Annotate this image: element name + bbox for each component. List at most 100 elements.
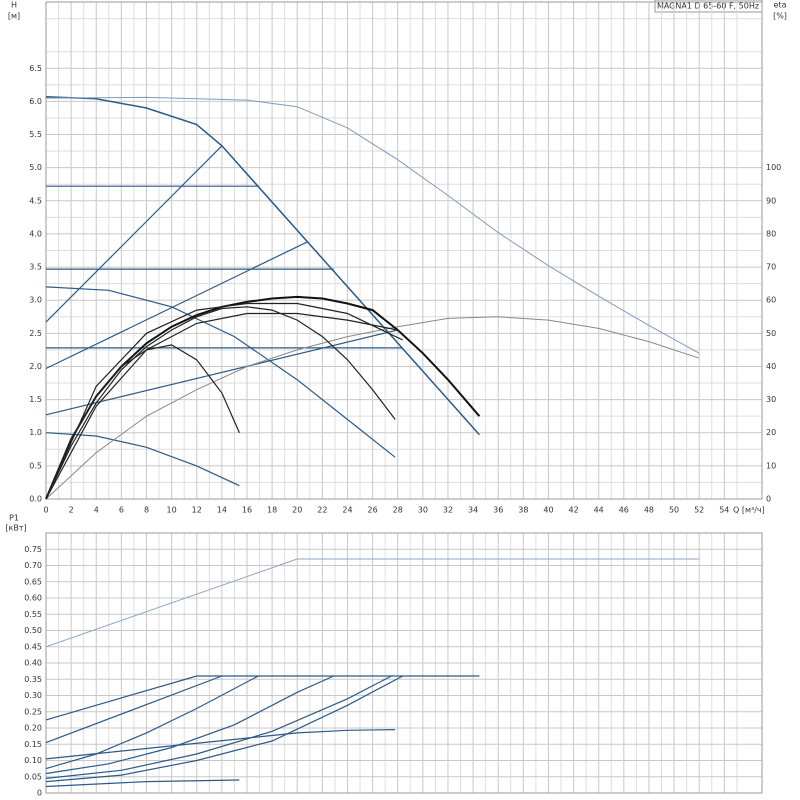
y-tick-label: 0.30 [24,691,42,700]
x-tick-label: 44 [594,506,604,515]
y2-tick-label: 80 [766,229,776,238]
curve [45,96,480,436]
y2-tick-label: 90 [766,196,776,205]
y-tick-label: 4.5 [29,196,42,205]
curve [45,295,481,500]
x-tick-label: 34 [468,506,478,515]
y-tick-label: 0.40 [24,659,42,668]
x-tick-label: 8 [144,506,149,515]
y-axis-unit: [м] [8,12,20,21]
x-tick-label: 2 [69,506,74,515]
x-tick-label: 38 [518,506,528,515]
x-tick-label: 14 [217,506,227,515]
y-tick-label: 0.50 [24,626,42,635]
y-axis-unit: [кВт] [5,524,26,533]
x-tick-label: 46 [619,506,629,515]
curve [45,675,259,770]
x-axis-label: Q [м³/ч] [733,506,765,515]
y-tick-label: 3.5 [29,263,42,272]
y-tick-label: 6.5 [29,64,42,73]
x-tick-label: 22 [317,506,327,515]
y-tick-label: 0.45 [24,642,42,651]
curve [45,145,223,323]
x-tick-label: 52 [694,506,704,515]
y-tick-label: 0.55 [24,610,42,619]
x-tick-label: 36 [493,506,503,515]
curve [45,675,480,721]
y2-axis-unit: [%] [773,12,787,21]
y2-tick-label: 0 [766,495,771,504]
y-axis-label: P1 [9,514,19,523]
x-tick-label: 4 [94,506,99,515]
y-tick-label: 5.5 [29,130,42,139]
curve [45,675,334,775]
y-tick-label: 0.5 [29,461,42,470]
x-tick-label: 54 [719,506,729,515]
y-tick-label: 0.10 [24,756,42,765]
x-tick-label: 40 [543,506,553,515]
y-tick-label: 0.65 [24,577,42,586]
curve [45,344,240,500]
y-tick-label: 0.60 [24,594,42,603]
y2-tick-label: 10 [766,461,776,470]
curve [45,96,700,354]
y-tick-label: 4.0 [29,229,42,238]
y-tick-label: 2.0 [29,362,42,371]
x-tick-label: 50 [669,506,679,515]
y-axis-label: H [11,1,17,10]
x-tick-label: 6 [119,506,124,515]
curve [45,675,223,744]
y-tick-label: 2.5 [29,329,42,338]
plot-frame [45,532,763,794]
y-tick-label: 0.25 [24,707,42,716]
x-tick-label: 0 [43,506,48,515]
curve [45,675,403,783]
y-tick-label: 6.0 [29,97,42,106]
y-tick-label: 3.0 [29,296,42,305]
curve [45,306,396,500]
x-tick-label: 28 [393,506,403,515]
x-tick-label: 42 [568,506,578,515]
curve [45,558,700,648]
y-tick-label: 1.5 [29,395,42,404]
y2-tick-label: 30 [766,395,776,404]
y2-tick-label: 20 [766,428,776,437]
y-tick-label: 5.0 [29,163,42,172]
x-tick-label: 30 [418,506,428,515]
curve [45,316,700,500]
curve [45,432,240,487]
x-tick-label: 16 [242,506,252,515]
curve [45,729,396,760]
y-tick-label: 0.0 [29,495,42,504]
plot-frame [45,1,763,500]
y-tick-label: 1.0 [29,428,42,437]
y2-tick-label: 70 [766,263,776,272]
x-tick-label: 26 [368,506,378,515]
chart-title: MAGNA1 D 65-60 F, 50Hz [657,2,759,11]
y2-tick-label: 100 [766,163,781,172]
y2-tick-label: 40 [766,362,776,371]
y-tick-label: 0.75 [24,545,42,554]
x-tick-label: 32 [443,506,453,515]
curve [45,329,398,416]
y-tick-label: 0.20 [24,724,42,733]
curve [45,312,398,500]
x-tick-label: 12 [192,506,202,515]
curve [45,286,396,458]
y-tick-label: 0.05 [24,772,42,781]
y-tick-label: 0.35 [24,675,42,684]
x-tick-label: 20 [292,506,302,515]
y2-axis-label: eta [774,1,787,10]
y-tick-label: 0.15 [24,740,42,749]
curve [45,779,240,788]
x-tick-label: 48 [644,506,654,515]
x-tick-label: 24 [342,506,352,515]
y-tick-label: 0.70 [24,561,42,570]
y2-tick-label: 60 [766,296,776,305]
y-tick-label: 0 [37,789,42,798]
x-tick-label: 10 [167,506,177,515]
curve [45,675,392,779]
x-tick-label: 18 [267,506,277,515]
